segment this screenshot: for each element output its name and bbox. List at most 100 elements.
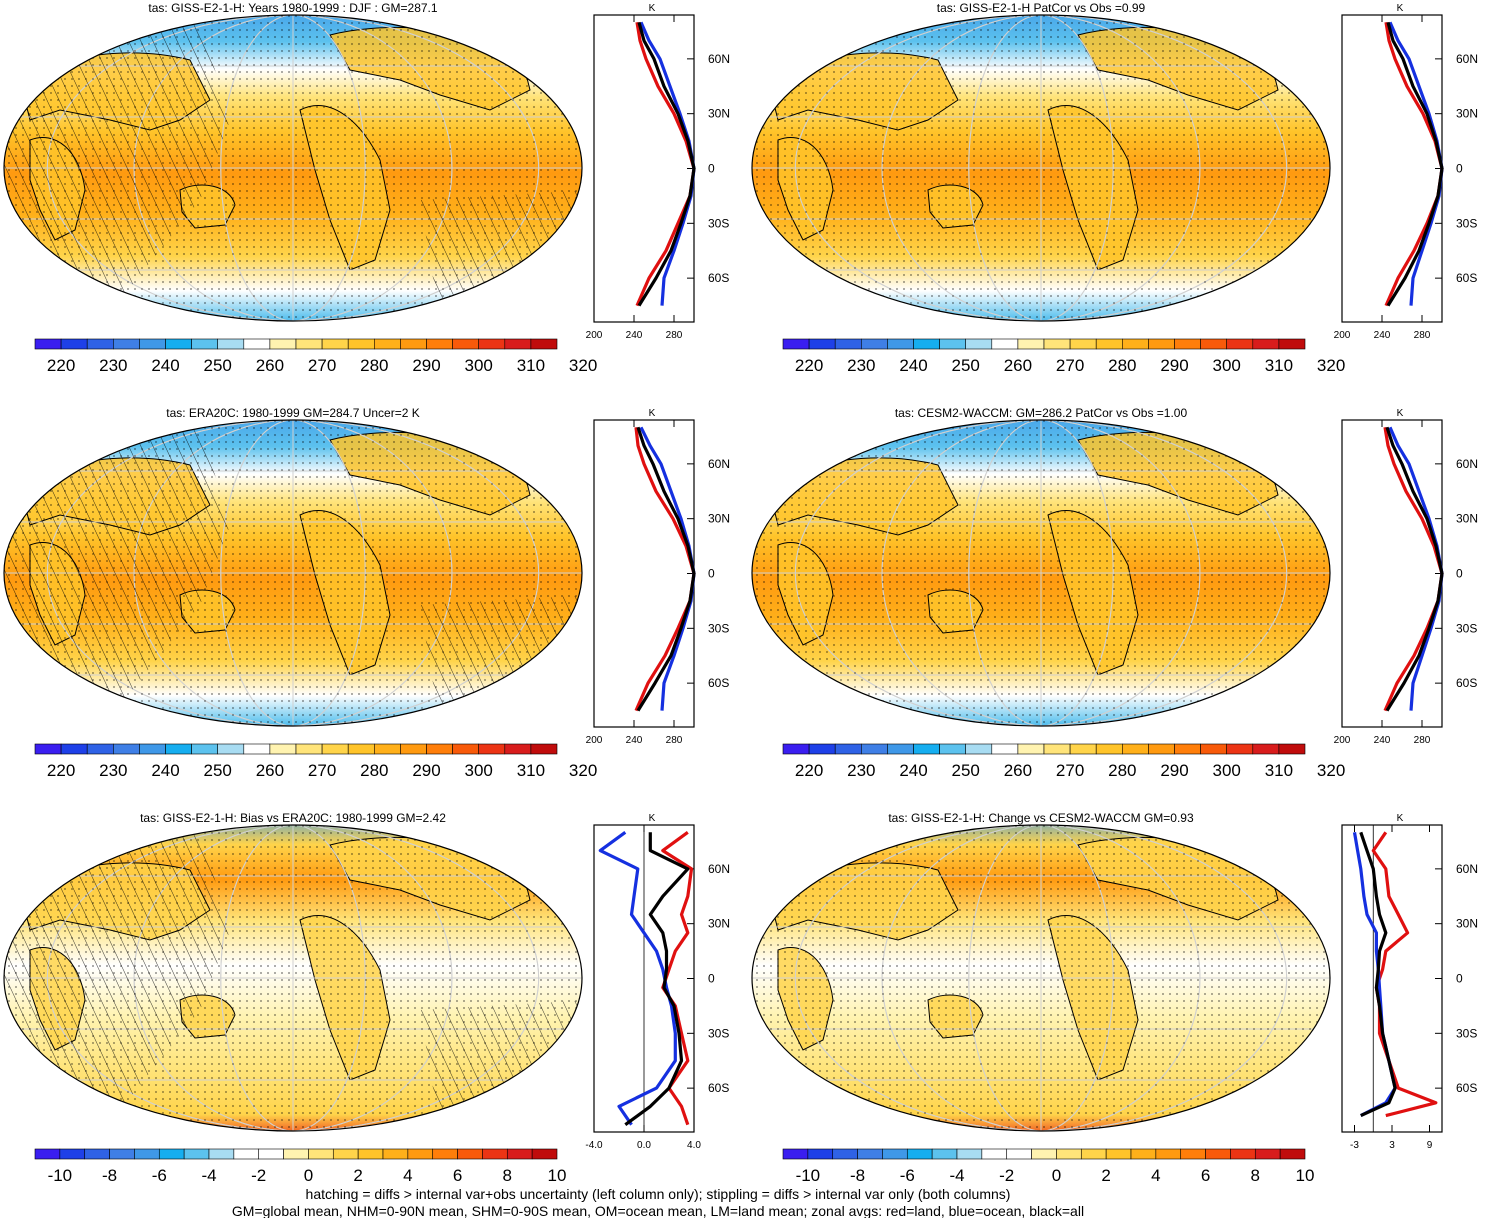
panel-title: tas: GISS-E2-1-H PatCor vs Obs =0.99 <box>937 1 1146 15</box>
colorbar-tick-label: 230 <box>99 761 127 780</box>
colorbar-swatch <box>113 338 140 350</box>
colorbar-tick-label: 310 <box>1265 761 1293 780</box>
colorbar-swatch <box>432 1148 458 1160</box>
colorbar-swatch <box>183 1148 210 1160</box>
colorbar-tick-label: -8 <box>850 1166 865 1185</box>
colorbar-swatch <box>965 743 993 755</box>
panel-5: tas: GISS-E2-1-H: Bias vs ERA20C: 1980-1… <box>3 811 730 1185</box>
colorbar: -10 -8 -6 -4 -2 0 2 4 6 8 10 <box>34 1148 566 1185</box>
colorbar-swatch <box>1174 338 1201 350</box>
map-outline <box>751 824 1331 1132</box>
colorbar-swatch <box>1121 743 1149 755</box>
panel-title: tas: GISS-E2-1-H: Years 1980-1999 : DJF … <box>148 1 437 15</box>
colorbar-swatch <box>382 1148 409 1160</box>
colorbar-tick-label: 290 <box>412 356 440 375</box>
map-field <box>752 15 1330 321</box>
panel-4: tas: CESM2-WACCM: GM=286.2 PatCor vs Obs… <box>751 406 1478 780</box>
colorbar-tick-label: 270 <box>308 761 336 780</box>
colorbar-swatch <box>1148 743 1175 755</box>
colorbar-swatch <box>1095 743 1123 755</box>
colorbar-swatch <box>1031 1148 1057 1160</box>
colorbar-swatch <box>808 338 836 350</box>
colorbar-tick-label: 250 <box>952 761 980 780</box>
profile-series-3 <box>637 21 696 307</box>
colorbar-tick-label: 300 <box>1213 761 1241 780</box>
colorbar-swatch <box>59 1148 86 1160</box>
colorbar-swatch <box>782 743 810 755</box>
profile-y-tick: 60S <box>708 271 729 285</box>
colorbar-tick-label: 0 <box>1052 1166 1061 1185</box>
colorbar-swatch <box>857 1148 883 1160</box>
colorbar-swatch <box>807 1148 834 1160</box>
colorbar-tick-label: 320 <box>1317 356 1345 375</box>
panel-3: tas: ERA20C: 1980-1999 GM=284.7 Uncer=2 … <box>3 406 730 780</box>
colorbar-tick-label: 300 <box>465 761 493 780</box>
colorbar-swatch <box>478 743 506 755</box>
colorbar-tick-label: 8 <box>503 1166 512 1185</box>
colorbar-swatch <box>109 1148 135 1160</box>
colorbar-tick-label: 270 <box>308 356 336 375</box>
colorbar-tick-label: 0 <box>304 1166 313 1185</box>
colorbar-swatch <box>1069 743 1097 755</box>
colorbar-swatch <box>1006 1148 1032 1160</box>
colorbar-swatch <box>1205 1148 1231 1160</box>
colorbar-swatch <box>861 338 888 350</box>
colorbar-swatch <box>347 743 375 755</box>
colorbar-tick-label: 260 <box>256 761 284 780</box>
profile-x-tick: 200 <box>586 735 603 746</box>
colorbar-swatch <box>407 1148 434 1160</box>
colorbar: 220 230 240 250 260 270 280 290 300 310 320 <box>34 338 597 375</box>
colorbar-swatch <box>139 338 166 350</box>
profile-y-tick: 0 <box>1456 162 1463 176</box>
profile-x-tick: -3 <box>1350 1140 1359 1151</box>
colorbar-tick-label: 260 <box>256 356 284 375</box>
colorbar-swatch <box>1252 743 1280 755</box>
profile-unit: K <box>1397 3 1404 14</box>
profile-y-tick: 60N <box>1456 52 1478 66</box>
colorbar-swatch <box>913 743 940 755</box>
colorbar-tick-label: 2 <box>1101 1166 1110 1185</box>
profile-x-tick: 240 <box>626 330 643 341</box>
colorbar-tick-label: 220 <box>47 356 75 375</box>
colorbar-tick-label: 6 <box>1201 1166 1210 1185</box>
colorbar-swatch <box>834 743 862 755</box>
colorbar-swatch <box>782 1148 809 1160</box>
panel-title: tas: CESM2-WACCM: GM=286.2 PatCor vs Obs… <box>895 406 1188 420</box>
colorbar-tick-label: 230 <box>847 356 875 375</box>
colorbar: 220 230 240 250 260 270 280 290 300 310 320 <box>34 743 597 780</box>
colorbar-tick-label: 4 <box>403 1166 412 1185</box>
colorbar-swatch <box>60 743 88 755</box>
colorbar-tick-label: 310 <box>517 356 545 375</box>
colorbar-tick-label: -2 <box>251 1166 266 1185</box>
colorbar-swatch <box>400 338 427 350</box>
colorbar-swatch <box>233 1148 260 1160</box>
colorbar-tick-label: 270 <box>1056 356 1084 375</box>
profile-unit: K <box>649 3 656 14</box>
profile-x-tick: 9 <box>1427 1140 1433 1151</box>
colorbar-swatch <box>321 338 349 350</box>
colorbar-swatch <box>1121 338 1149 350</box>
colorbar-swatch <box>34 338 62 350</box>
colorbar-tick-label: 250 <box>952 356 980 375</box>
colorbar-tick-label: 220 <box>47 761 75 780</box>
colorbar-swatch <box>1069 338 1097 350</box>
colorbar-tick-label: -2 <box>999 1166 1014 1185</box>
profile-x-tick: 200 <box>1334 735 1351 746</box>
colorbar-swatch <box>165 338 192 350</box>
colorbar-swatch <box>956 1148 983 1160</box>
map-outline <box>751 14 1331 322</box>
colorbar-tick-label: 230 <box>847 761 875 780</box>
profile-x-tick: 200 <box>1334 330 1351 341</box>
colorbar-swatch <box>269 743 297 755</box>
profile-x-tick: 280 <box>666 735 683 746</box>
profile-y-tick: 60S <box>1456 1081 1477 1095</box>
profile-y-tick: 30N <box>1456 917 1478 931</box>
colorbar-swatch <box>1174 743 1201 755</box>
colorbar-swatch <box>939 743 967 755</box>
colorbar-swatch <box>1226 338 1254 350</box>
map-outline <box>751 419 1331 727</box>
profile-x-tick: 280 <box>1414 330 1431 341</box>
colorbar-swatch <box>139 743 166 755</box>
profile-x-tick: 3 <box>1389 1140 1395 1151</box>
colorbar-swatch <box>1200 743 1228 755</box>
